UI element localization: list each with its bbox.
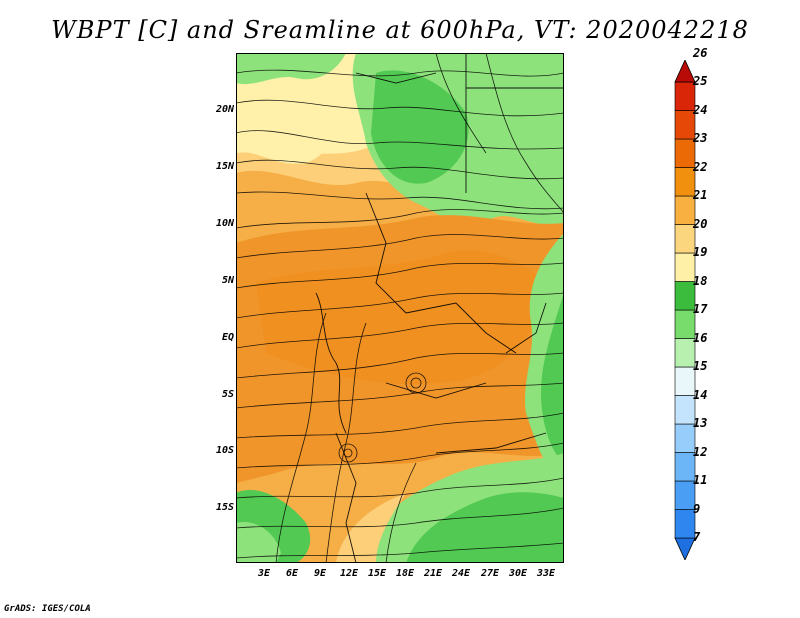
- chart-title: WBPT [C] and Sreamline at 600hPa, VT: 20…: [51, 16, 749, 44]
- colorbar-label: 16: [693, 330, 708, 345]
- lon-label-18e: 18E: [395, 568, 415, 579]
- colorbar-swatch: [674, 452, 696, 482]
- field-core-orange-deep: [256, 250, 546, 384]
- field-north-green-west: [236, 53, 346, 85]
- map-panel: [236, 53, 564, 563]
- colorbar-label: 19: [693, 245, 708, 259]
- lat-label-10s: 10S: [215, 445, 234, 456]
- colorbar-swatch: [674, 195, 696, 225]
- colorbar-swatch-low: [674, 537, 696, 560]
- colorbar-swatch: [674, 338, 696, 368]
- field-south-green-dark: [406, 492, 564, 563]
- colorbar-label: 9: [693, 501, 701, 516]
- colorbar-swatch: [674, 81, 696, 111]
- colorbar-swatch: [674, 395, 696, 425]
- colorbar-swatch: [674, 309, 696, 339]
- colorbar-label: 14: [693, 387, 708, 402]
- colorbar: [674, 60, 696, 560]
- field-north-green-dark: [371, 70, 469, 184]
- colorbar-swatch: [674, 252, 696, 282]
- lon-label-30e: 30E: [508, 568, 528, 579]
- lat-label-15n: 15N: [215, 161, 234, 172]
- colorbar-label: 12: [693, 444, 708, 459]
- lon-label-6e: 6E: [285, 568, 299, 579]
- lon-label-12e: 12E: [339, 568, 359, 579]
- field-south-yellow: [336, 493, 406, 563]
- colorbar-swatch: [674, 110, 696, 140]
- lon-label-24e: 24E: [451, 568, 471, 579]
- lat-label-eq: EQ: [221, 332, 234, 343]
- colorbar-label: 24: [693, 102, 708, 117]
- lon-label-3e: 3E: [257, 568, 271, 579]
- lat-label-5n: 5N: [221, 275, 234, 286]
- colorbar-label: 15: [693, 359, 708, 373]
- lon-label-15e: 15E: [367, 568, 387, 579]
- lat-label-5s: 5S: [221, 389, 234, 400]
- lon-label-21e: 21E: [423, 568, 443, 579]
- streamlines: [236, 53, 564, 563]
- colorbar-swatch-high: [674, 60, 696, 83]
- colorbar-swatch: [674, 509, 696, 539]
- lat-label-15s: 15S: [215, 502, 234, 513]
- colorbar-label: 13: [693, 416, 708, 430]
- colorbar-label: 21: [693, 188, 708, 202]
- colorbar-label: 26: [693, 45, 708, 60]
- colorbar-label: 17: [693, 302, 708, 316]
- lon-label-27e: 27E: [480, 568, 500, 579]
- field-east-green-dark: [541, 293, 564, 463]
- colorbar-swatch: [674, 138, 696, 168]
- colorbar-label: 11: [693, 473, 708, 487]
- colorbar-swatch: [674, 480, 696, 510]
- country-boundaries: [315, 53, 564, 563]
- colorbar-label: 23: [693, 131, 708, 145]
- colorbar-label: 22: [693, 159, 708, 174]
- field-southwest-pale: [236, 522, 281, 563]
- credit-text: GrADS: IGES/COLA: [4, 604, 91, 614]
- colorbar-swatch: [674, 366, 696, 396]
- colorbar-label: 20: [693, 216, 708, 231]
- colorbar-label: 7: [693, 530, 701, 544]
- lon-label-9e: 9E: [313, 568, 327, 579]
- colorbar-label: 25: [693, 74, 708, 88]
- field-northwest-yellow: [236, 90, 337, 164]
- colorbar-swatch: [674, 224, 696, 254]
- colorbar-swatch: [674, 167, 696, 197]
- lat-label-10n: 10N: [215, 218, 234, 229]
- lon-label-33e: 33E: [536, 568, 556, 579]
- lat-label-20n: 20N: [215, 104, 234, 115]
- colorbar-swatch: [674, 423, 696, 453]
- colorbar-swatch: [674, 281, 696, 311]
- colorbar-label: 18: [693, 273, 708, 288]
